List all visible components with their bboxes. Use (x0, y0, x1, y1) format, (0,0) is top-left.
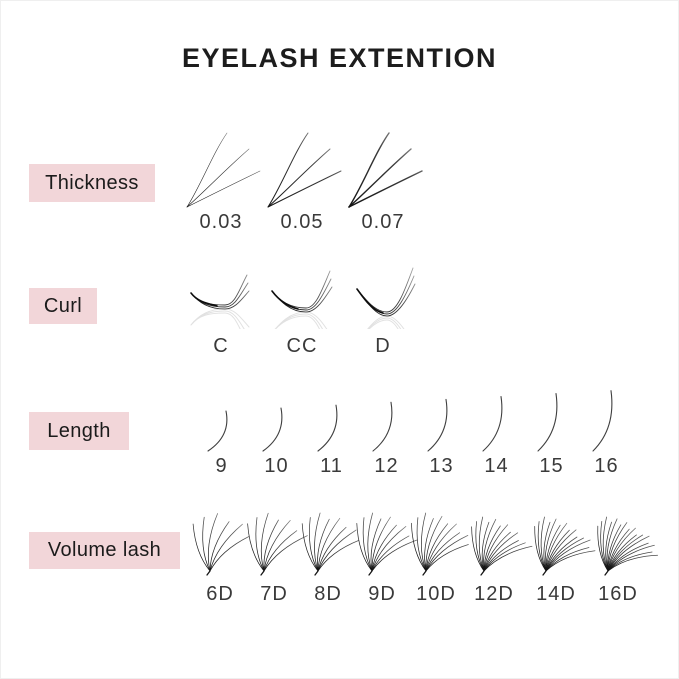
thickness-label: Thickness (29, 164, 155, 202)
volume-value: 8D (314, 583, 342, 605)
length-lash-icon (314, 391, 350, 453)
volume-value: 10D (416, 583, 456, 605)
length-lash-icon (534, 391, 570, 453)
curl-item: C (181, 263, 261, 358)
length-item: 15 (524, 391, 579, 478)
volume-item: 16D (587, 509, 658, 606)
volume-lash-icon (298, 509, 360, 576)
length-lash-icon (369, 391, 405, 453)
length-item: 11 (304, 391, 359, 478)
volume-value: 7D (260, 583, 288, 605)
volume-value: 12D (474, 583, 514, 605)
thickness-lash-icon (262, 127, 342, 209)
volume-value: 14D (536, 583, 576, 605)
volume-lash-items-row: 6D 7D 8D 9D 10D 12D 14D 16D (190, 509, 658, 606)
volume-lash-icon (588, 509, 658, 576)
length-lash-icon (589, 390, 625, 453)
length-value: 10 (264, 455, 289, 477)
curl-item: D (343, 263, 423, 358)
length-value: 12 (374, 455, 399, 477)
volume-value: 16D (598, 583, 638, 605)
volume-item: 12D (463, 509, 533, 606)
length-lash-icon (424, 391, 460, 453)
length-value: 11 (320, 455, 343, 477)
length-item: 10 (249, 391, 304, 478)
thickness-items-row: 0.03 0.05 0.07 (181, 127, 423, 234)
volume-item: 14D (525, 509, 596, 606)
volume-lash-icon (244, 509, 308, 576)
thickness-value: 0.03 (199, 211, 243, 233)
page-title: EYELASH EXTENTION (181, 43, 498, 73)
length-label: Length (29, 412, 129, 450)
volume-item: 6D (190, 509, 250, 606)
length-lash-icon (204, 391, 240, 453)
volume-lash-icon (190, 509, 250, 576)
thickness-item: 0.07 (343, 127, 423, 234)
thickness-value: 0.07 (361, 211, 405, 233)
curl-value: C (213, 335, 229, 357)
curl-value: D (375, 335, 391, 357)
volume-item: 9D (352, 509, 418, 606)
length-item: 13 (414, 391, 469, 478)
volume-item: 10D (406, 509, 469, 606)
length-lash-icon (259, 391, 295, 453)
length-item: 9 (194, 391, 249, 478)
length-lash-icon (479, 391, 515, 453)
curl-lash-icon (343, 263, 423, 329)
length-value: 16 (594, 455, 619, 477)
length-items-row: 9 10 11 12 13 14 15 16 (194, 390, 634, 478)
curl-items-row: C CC D (181, 263, 423, 358)
volume-value: 9D (368, 583, 396, 605)
volume-value: 6D (206, 583, 234, 605)
volume-lash-label: Volume lash (29, 532, 180, 569)
length-item: 16 (579, 390, 634, 478)
curl-item: CC (262, 263, 342, 358)
length-value: 9 (215, 455, 228, 477)
length-item: 14 (469, 391, 524, 478)
curl-label: Curl (29, 288, 97, 324)
length-value: 15 (539, 455, 564, 477)
curl-value: CC (286, 335, 318, 357)
length-value: 14 (484, 455, 509, 477)
volume-lash-icon (352, 509, 418, 576)
volume-lash-icon (406, 509, 469, 576)
curl-lash-icon (262, 263, 342, 329)
thickness-lash-icon (181, 127, 261, 209)
thickness-lash-icon (343, 127, 423, 209)
thickness-item: 0.05 (262, 127, 342, 234)
volume-item: 7D (244, 509, 308, 606)
length-item: 12 (359, 391, 414, 478)
thickness-value: 0.05 (280, 211, 324, 233)
thickness-item: 0.03 (181, 127, 261, 234)
volume-item: 8D (298, 509, 360, 606)
length-value: 13 (429, 455, 454, 477)
volume-lash-icon (464, 509, 533, 576)
curl-lash-icon (181, 263, 261, 329)
volume-lash-icon (526, 509, 596, 576)
